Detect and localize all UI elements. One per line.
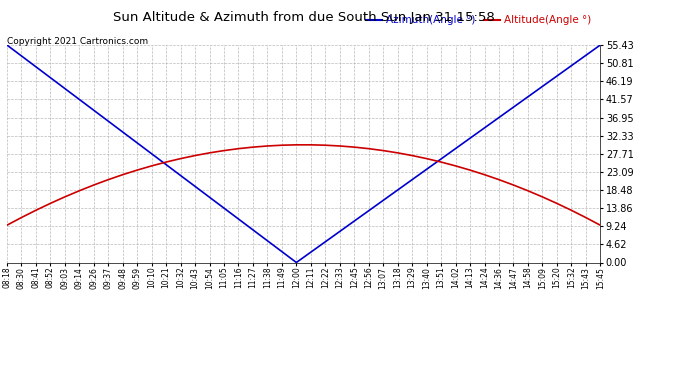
Text: Copyright 2021 Cartronics.com: Copyright 2021 Cartronics.com xyxy=(7,38,148,46)
Text: Sun Altitude & Azimuth from due South Sun Jan 31 15:58: Sun Altitude & Azimuth from due South Su… xyxy=(112,11,495,24)
Legend: Azimuth(Angle °), Altitude(Angle °): Azimuth(Angle °), Altitude(Angle °) xyxy=(362,11,595,29)
